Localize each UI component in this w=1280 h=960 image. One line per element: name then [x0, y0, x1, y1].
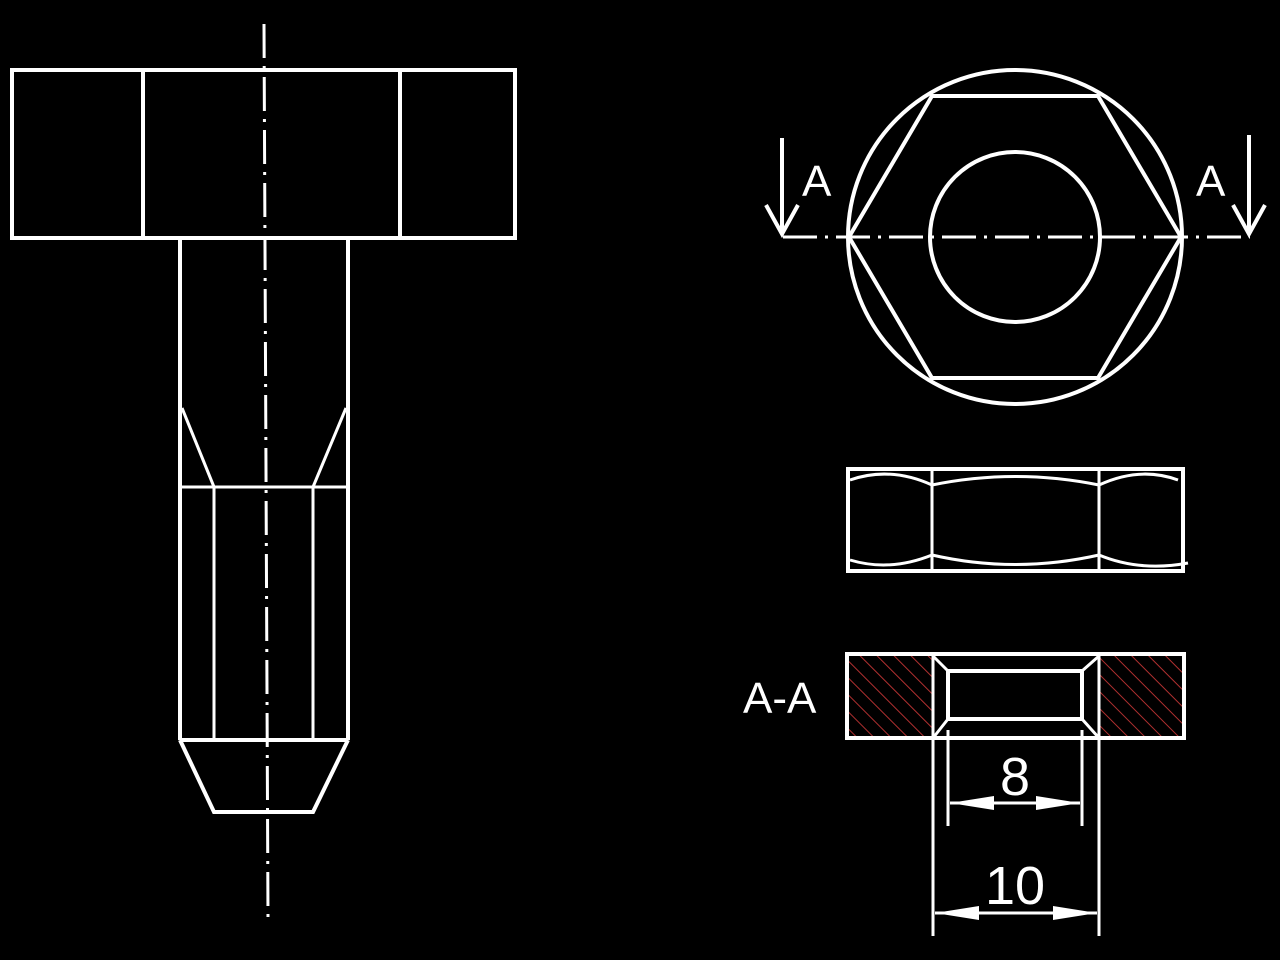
section-arrow-right: [1231, 135, 1267, 239]
dimension-value-inner: 8: [1000, 747, 1030, 807]
section-title: A-A: [743, 674, 817, 723]
dimension-value-outer: 10: [985, 856, 1045, 916]
bolt-tip: [178, 739, 350, 814]
arrowhead: [935, 906, 979, 920]
nut-chamfer-curve-bottom: [849, 553, 1189, 568]
bolt-center-line: [262, 23, 270, 919]
hatched-region-left: [848, 656, 933, 738]
section-arrow-left: [764, 138, 800, 239]
nut-top-view: A A: [764, 68, 1267, 406]
thread-runout-right: [311, 407, 348, 488]
nut-side-view: [846, 467, 1189, 573]
arrowhead: [1053, 906, 1097, 920]
arrowhead: [950, 796, 994, 810]
section-bore: [946, 669, 1084, 721]
nut-hole-circle: [928, 150, 1102, 324]
thread-runout-left: [180, 407, 216, 488]
nut-side-outline: [846, 467, 1185, 573]
hatched-region-right: [1099, 656, 1184, 738]
bore-chamfer-tl: [931, 654, 950, 673]
nut-chamfer-curve-top: [849, 472, 1179, 487]
bore-chamfer-tr: [1081, 654, 1100, 673]
arrowhead: [1036, 796, 1080, 810]
section-mark-right: A: [1196, 157, 1226, 206]
dimension-outer: 10: [931, 740, 1101, 936]
section-view-a-a: A-A: [743, 652, 1186, 740]
section-outline: [845, 652, 1186, 740]
section-mark-left: A: [802, 157, 832, 206]
dimension-inner: 8: [946, 730, 1084, 826]
bore-chamfer-bl: [931, 718, 950, 739]
bore-chamfer-br: [1080, 717, 1101, 740]
bolt-side-view: [10, 23, 517, 919]
